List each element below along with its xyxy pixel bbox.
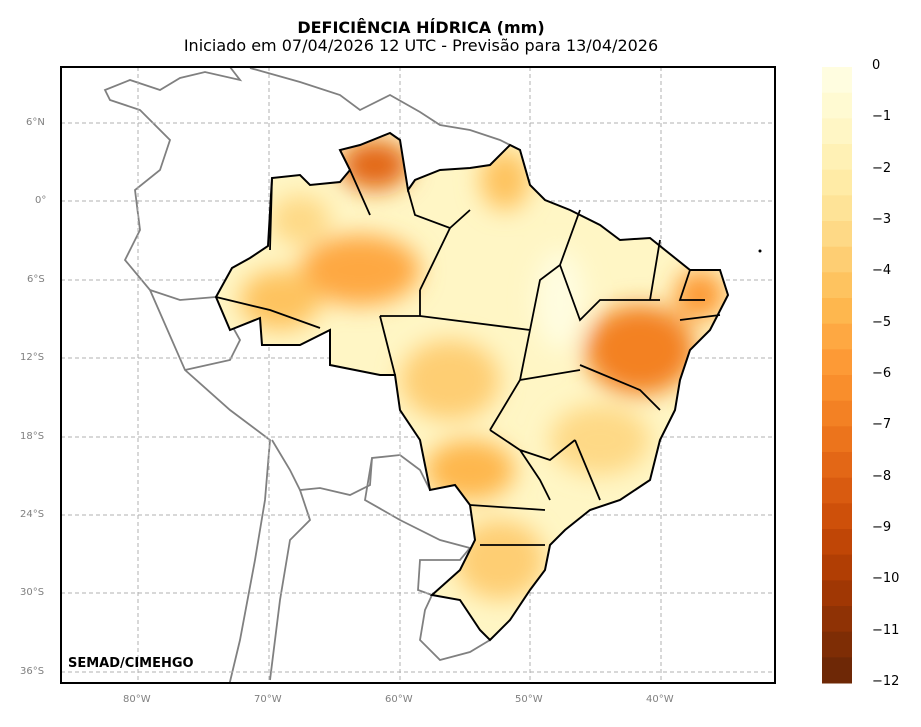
island-marker [758, 249, 762, 253]
colorbar-bin [822, 503, 852, 530]
lat-tick: 18°S [20, 431, 45, 442]
colorbar-label: −7 [872, 417, 892, 433]
colorbar-bin [822, 631, 852, 658]
colorbar-bin [822, 67, 852, 94]
colorbar-label: −5 [872, 314, 892, 330]
lat-tick: 24°S [20, 509, 45, 520]
state-borders [215, 169, 721, 546]
colorbar-bin [822, 375, 852, 402]
lat-tick: 30°S [20, 587, 45, 598]
colorbar-bin [822, 400, 852, 427]
colorbar-bin [822, 477, 852, 504]
lat-tick: 12°S [20, 352, 45, 363]
colorbar-bin [822, 606, 852, 633]
lon-tick: 80°W [123, 694, 151, 705]
colorbar-bin [822, 169, 852, 196]
lat-tick: 6°S [27, 274, 45, 285]
map-title: DEFICIÊNCIA HÍDRICA (mm) [297, 18, 545, 37]
colorbar-label: −6 [872, 366, 892, 381]
colorbar-bin [822, 529, 852, 556]
map-subtitle: Iniciado em 07/04/2026 12 UTC - Previsão… [183, 36, 659, 55]
credit-label: SEMAD/CIMEHGO [68, 656, 194, 671]
colorbar-bin [822, 298, 852, 325]
colorbar-label: −1 [872, 109, 892, 125]
colorbar-label: −8 [872, 468, 892, 484]
lon-tick: 70°W [254, 694, 282, 705]
colorbar-label: −11 [872, 622, 900, 638]
colorbar-label: −4 [872, 263, 892, 279]
colorbar-bin [822, 221, 852, 248]
colorbar-bin [822, 554, 852, 581]
colorbar-bin [822, 195, 852, 222]
colorbar-bin [822, 349, 852, 376]
colorbar-bin [822, 92, 852, 119]
colorbar-bin [822, 144, 852, 171]
colorbar-bin [822, 580, 852, 607]
colorbar-bin [822, 323, 852, 350]
lat-tick: 6°N [26, 117, 45, 128]
colorbar-bin [822, 657, 852, 684]
colorbar-bin [822, 452, 852, 479]
lon-tick: 40°W [646, 694, 674, 705]
lon-tick: 50°W [515, 694, 543, 705]
lat-tick: 36°S [20, 666, 45, 677]
map-frame [60, 66, 776, 684]
colorbar-bin [822, 246, 852, 273]
colorbar-label: −10 [872, 571, 900, 587]
lat-tick: 0° [35, 195, 47, 206]
colorbar-bin [822, 272, 852, 299]
colorbar-label: −3 [872, 212, 892, 227]
colorbar-label: 0 [872, 58, 881, 73]
colorbar-label: −12 [872, 674, 900, 689]
colorbar-bin [822, 426, 852, 453]
colorbar-bin [822, 118, 852, 145]
colorbar-label: −2 [872, 160, 892, 176]
colorbar-label: −9 [872, 520, 892, 535]
colorbar [822, 67, 852, 684]
lon-tick: 60°W [385, 694, 413, 705]
